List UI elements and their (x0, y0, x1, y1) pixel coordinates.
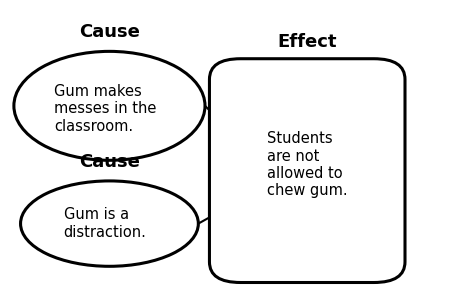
Text: Gum makes
messes in the
classroom.: Gum makes messes in the classroom. (54, 84, 156, 134)
Text: Cause: Cause (79, 23, 140, 41)
FancyBboxPatch shape (209, 59, 405, 283)
Text: Gum is a
distraction.: Gum is a distraction. (63, 207, 146, 240)
Text: Cause: Cause (79, 153, 140, 171)
Ellipse shape (14, 51, 205, 160)
Text: Effect: Effect (278, 33, 337, 51)
Text: Students
are not
allowed to
chew gum.: Students are not allowed to chew gum. (267, 131, 347, 198)
Ellipse shape (21, 181, 198, 266)
